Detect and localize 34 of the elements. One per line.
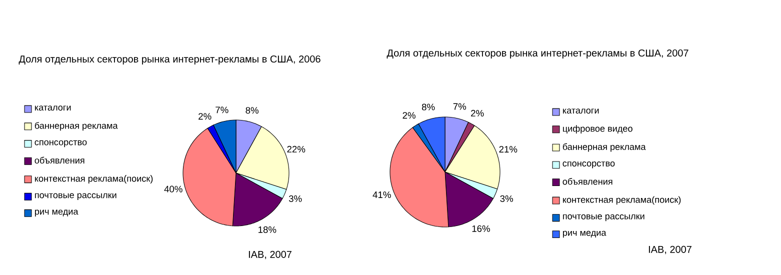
legend-label: почтовые рассылки xyxy=(35,193,116,200)
text: IAB, 2007 xyxy=(648,246,692,254)
data-label: 3% xyxy=(500,195,513,202)
legend-label: баннерная реклама xyxy=(562,143,646,152)
legend-label: рич медиа xyxy=(34,210,78,216)
legend-label: спонсорство xyxy=(562,161,615,168)
legend-label: каталоги xyxy=(35,106,71,111)
legend-label: каталоги xyxy=(563,108,599,114)
data-label: 2% xyxy=(198,113,212,120)
legend-label: контекстная реклама(поиск) xyxy=(35,175,153,184)
data-label: 16% xyxy=(472,225,490,232)
chart-title: Доля отдельных секторов рынка интернет-рекламы в США, 2007 xyxy=(386,49,688,59)
legend-label: контекстная реклама(поиск) xyxy=(563,196,681,205)
data-label: 8% xyxy=(422,104,435,110)
legend-label: почтовые рассылки xyxy=(563,214,644,222)
data-label: 2% xyxy=(402,112,416,119)
data-label: 22% xyxy=(287,146,306,152)
data-label: 18% xyxy=(258,226,276,233)
text: IAB, 2007 xyxy=(248,250,292,260)
legend-label: объявления xyxy=(562,178,612,185)
data-label: 2% xyxy=(471,110,484,116)
data-label: 21% xyxy=(499,146,518,153)
legend-label: баннерная реклама xyxy=(34,122,118,131)
data-label: 7% xyxy=(216,106,228,114)
data-label: 3% xyxy=(288,195,302,202)
data-label: 40% xyxy=(164,186,182,192)
chart-title: Доля отдельных секторов рынка интернет-рекламы в США, 2006 xyxy=(18,55,320,65)
legend-label: спонсорство xyxy=(34,140,87,148)
data-label: 41% xyxy=(372,191,391,198)
legend-label: объявления xyxy=(34,156,84,164)
data-label: 7% xyxy=(453,103,466,110)
legend-label: рич медиа xyxy=(562,230,606,238)
data-label: 8% xyxy=(246,107,258,114)
legend-label: цифровое видео xyxy=(563,125,632,134)
